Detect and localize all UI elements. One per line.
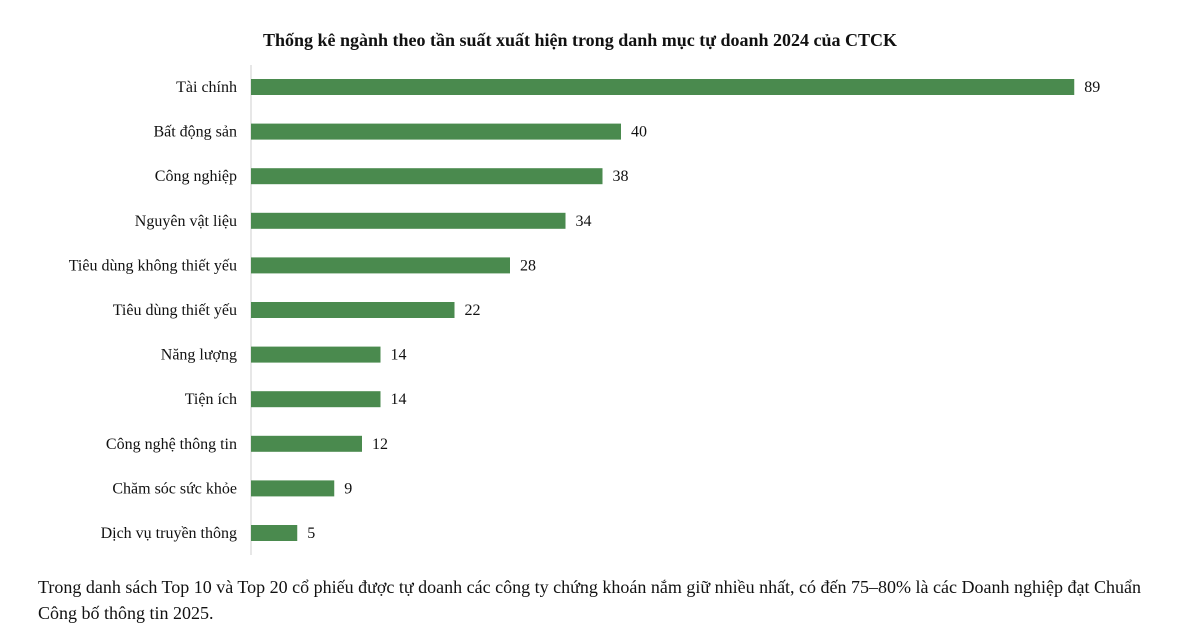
data-label: 5: [307, 525, 315, 542]
data-label: 14: [391, 391, 407, 408]
category-label: Tiêu dùng thiết yếu: [113, 302, 237, 319]
bar: [251, 123, 621, 140]
category-label: Tài chính: [176, 79, 237, 96]
data-label: 12: [372, 436, 388, 453]
data-label: 34: [576, 213, 592, 230]
category-label: Tiêu dùng không thiết yếu: [69, 257, 237, 274]
bar: [251, 79, 1075, 95]
category-label: Bất động sản: [153, 124, 237, 141]
bar: [251, 302, 455, 318]
chart-title: Thống kê ngành theo tần suất xuất hiện t…: [262, 30, 898, 50]
category-label: Công nghệ thông tin: [106, 436, 237, 453]
bar: [251, 480, 335, 497]
category-label: Chăm sóc sức khỏe: [112, 480, 237, 497]
data-label: 89: [1084, 79, 1100, 96]
category-label: Năng lượng: [161, 347, 237, 364]
category-label: Công nghiệp: [155, 168, 237, 185]
bar: [251, 257, 510, 274]
category-label: Dịch vụ truyền thông: [101, 525, 237, 542]
category-label: Nguyên vật liệu: [135, 213, 237, 230]
category-label: Tiện ích: [185, 391, 237, 408]
bar: [251, 212, 566, 229]
bar: [251, 346, 381, 363]
data-label: 22: [465, 302, 481, 319]
data-label: 14: [391, 347, 407, 364]
caption-text: Trong danh sách Top 10 và Top 20 cổ phiế…: [38, 577, 1141, 623]
bar-chart: Tài chính 89 Bất động sản 40 Công nghiệp 38 Ng…: [69, 65, 1100, 555]
bar: [251, 391, 381, 408]
data-label: 40: [631, 124, 647, 141]
bar: [251, 168, 603, 185]
data-label: 38: [613, 168, 629, 185]
bar: [251, 525, 298, 541]
data-label: 9: [344, 480, 352, 497]
data-label: 28: [520, 257, 536, 274]
bar: [251, 435, 362, 452]
